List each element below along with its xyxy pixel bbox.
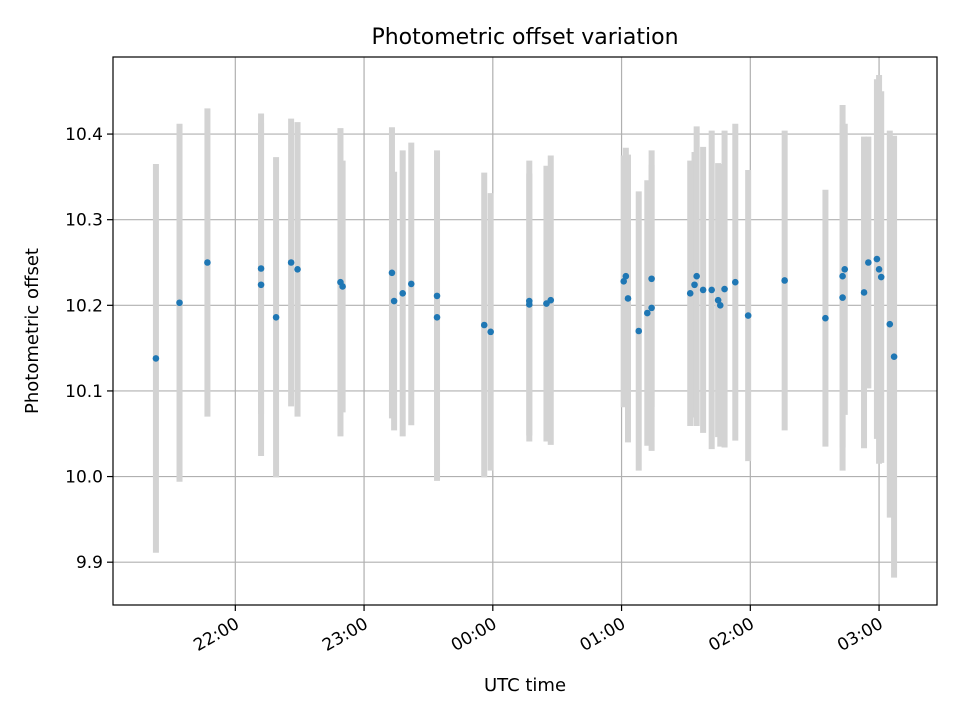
data-point (407, 280, 415, 288)
data-point (886, 320, 894, 328)
data-point (839, 294, 846, 301)
data-point (744, 312, 752, 319)
data-point (708, 286, 715, 294)
data-point (841, 266, 849, 273)
data-point (480, 321, 488, 329)
data-point (686, 290, 694, 297)
data-point (294, 266, 301, 273)
data-point (865, 259, 872, 266)
data-point (839, 272, 846, 280)
y-axis-label: Photometric offset (22, 248, 43, 414)
y-tick-label: 10.1 (65, 382, 103, 402)
data-point (877, 273, 885, 281)
data-point (622, 272, 630, 280)
data-point (648, 304, 655, 312)
data-point (620, 278, 628, 285)
data-point (691, 281, 698, 289)
data-point (860, 289, 868, 296)
y-tick-label: 10.2 (65, 296, 103, 316)
data-point (699, 286, 707, 294)
data-point (176, 299, 183, 307)
data-point (822, 314, 829, 322)
y-tick-label: 9.9 (76, 553, 103, 573)
data-point (781, 277, 788, 284)
data-point (890, 353, 898, 360)
data-point (204, 259, 211, 266)
data-point (257, 281, 265, 289)
data-point (388, 269, 396, 277)
data-point (339, 283, 346, 290)
data-point (272, 314, 280, 321)
data-point (635, 327, 643, 335)
data-point (648, 275, 655, 283)
data-point (721, 285, 728, 293)
data-point (714, 296, 722, 304)
data-point (287, 259, 295, 266)
data-point (390, 297, 398, 305)
data-point (487, 328, 494, 336)
data-point (399, 290, 406, 297)
data-point (693, 272, 700, 280)
y-tick-label: 10.0 (65, 468, 103, 488)
data-point (731, 278, 739, 286)
y-tick-label: 10.4 (65, 125, 103, 145)
plot-data (152, 74, 898, 578)
plot-frame (112, 56, 938, 606)
data-point (547, 296, 555, 304)
data-point (525, 301, 533, 308)
y-axis-ticks: 9.9 10.0 10.1 10.2 10.3 10.4 (65, 125, 113, 573)
data-point (875, 266, 883, 273)
data-point (873, 255, 881, 263)
chart-title: Photometric offset variation (371, 25, 678, 50)
data-point (152, 355, 160, 362)
x-axis-label: UTC time (484, 675, 566, 696)
data-point (433, 292, 441, 300)
data-point (624, 295, 632, 302)
data-point (257, 265, 265, 272)
data-point (716, 302, 724, 309)
data-point (644, 309, 651, 317)
y-tick-label: 10.3 (65, 211, 103, 231)
data-point (433, 314, 441, 321)
